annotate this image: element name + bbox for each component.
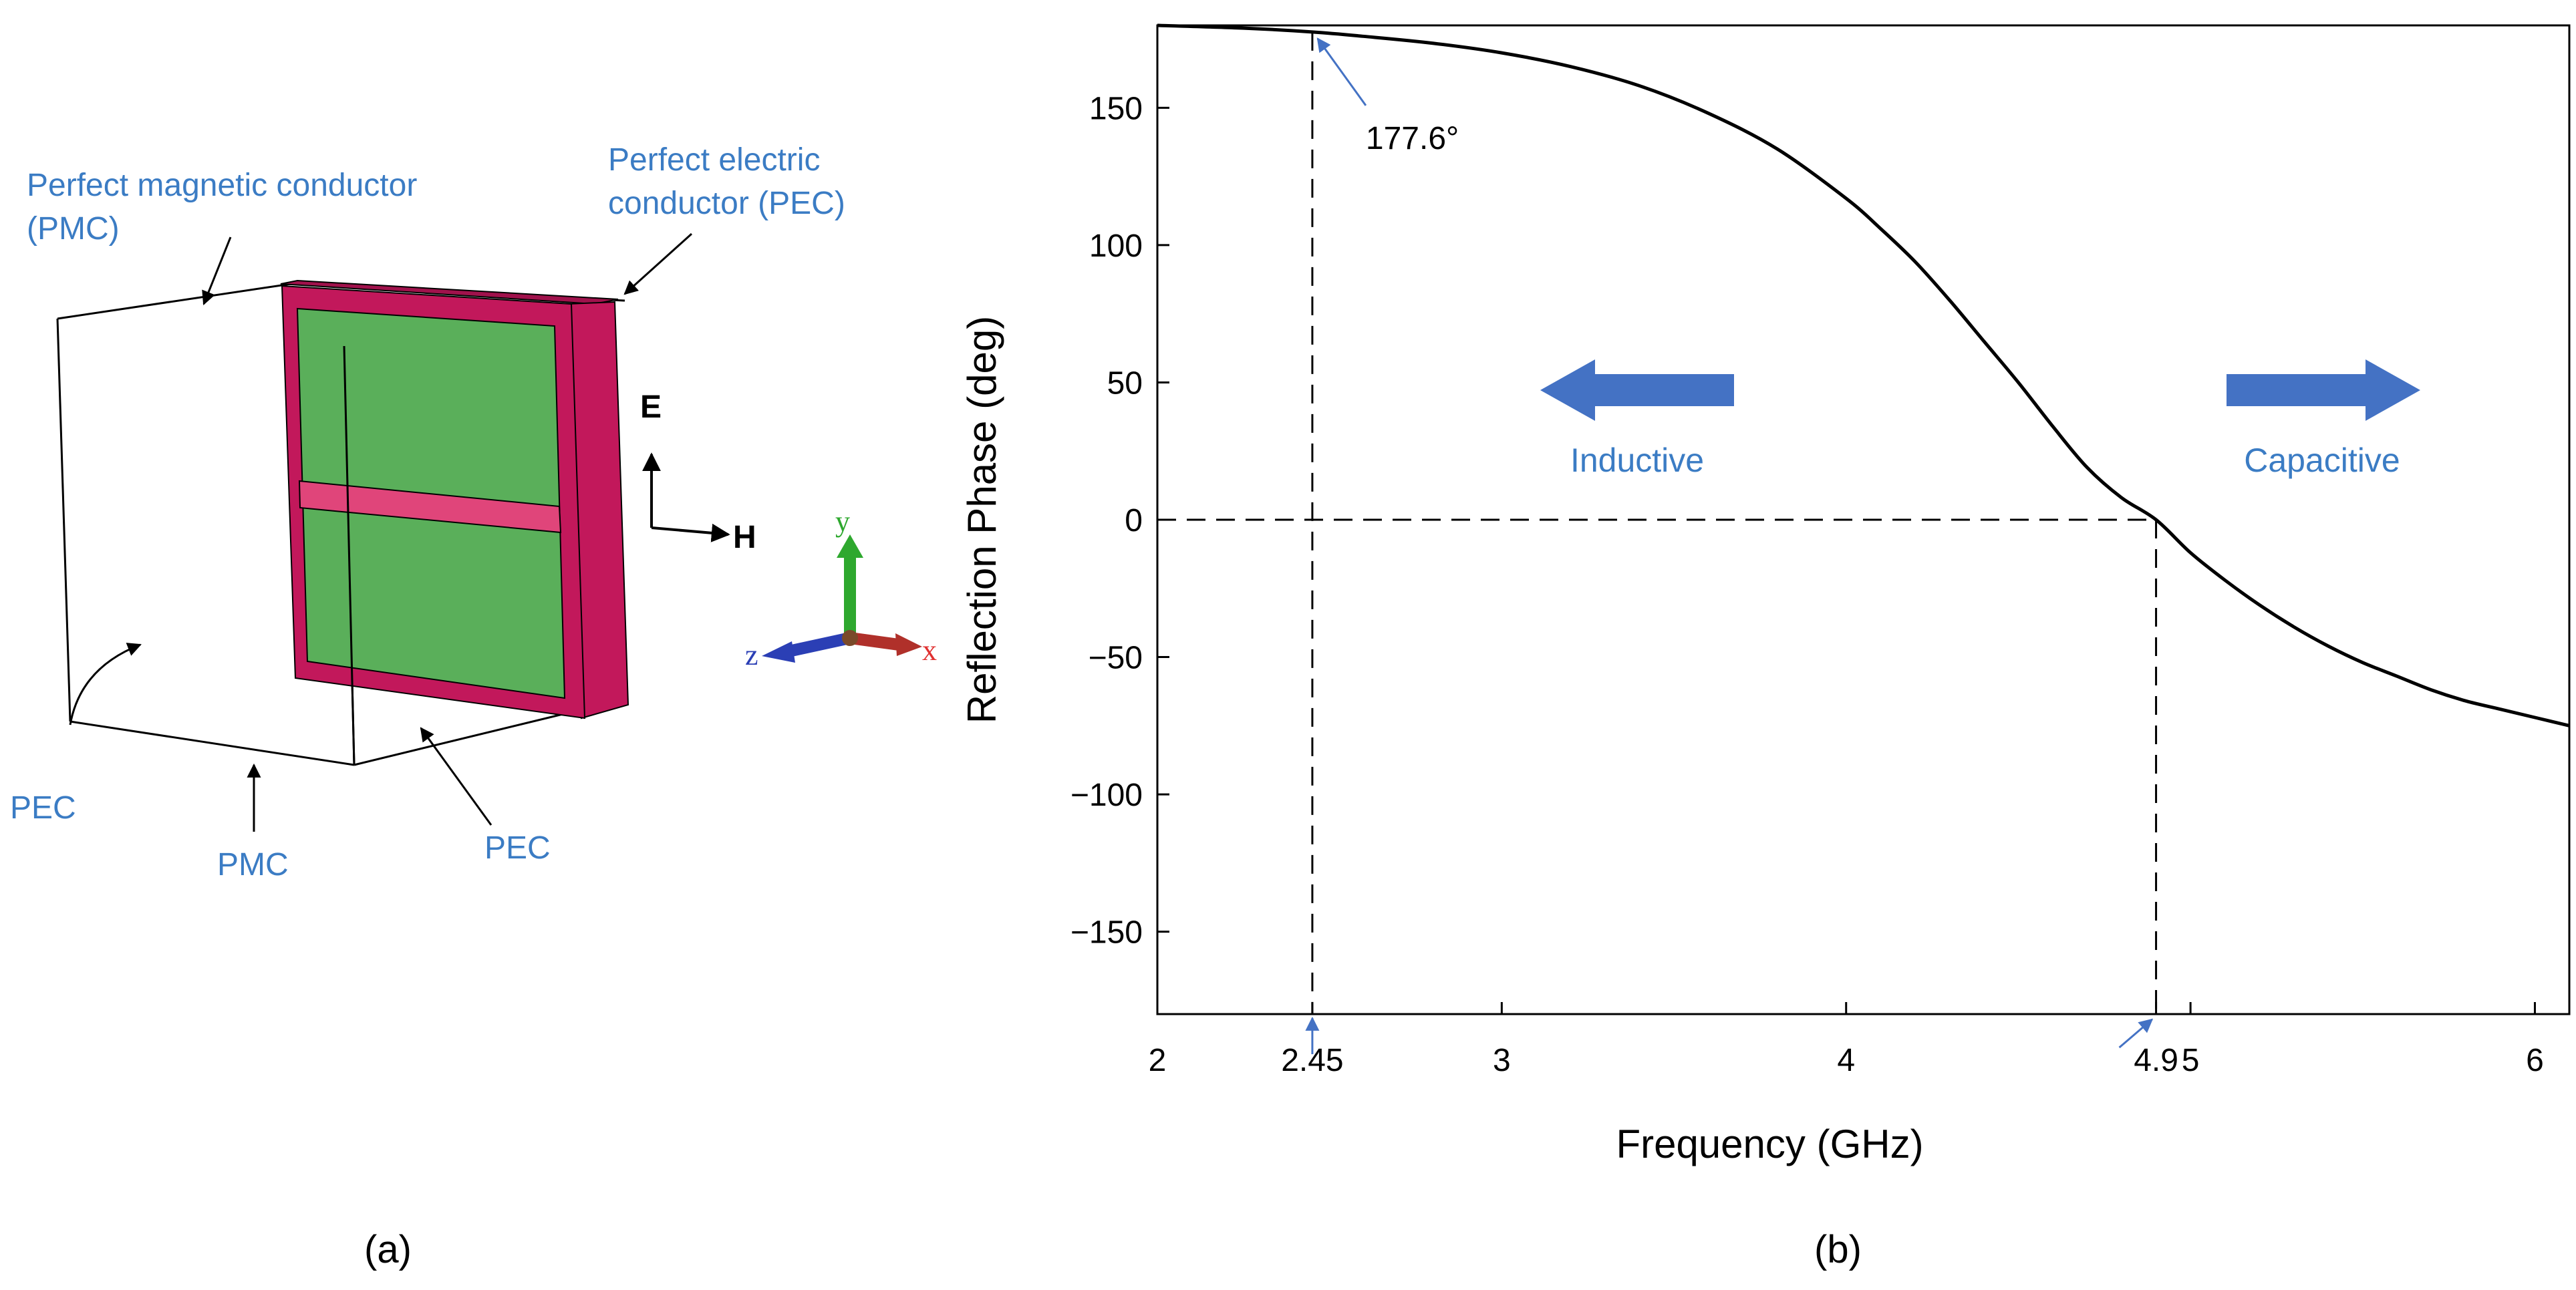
y-tick-label: 0	[1125, 503, 1143, 538]
y-tick-label: −50	[1089, 641, 1143, 676]
label-pmc-bottom: PMC	[217, 847, 289, 882]
x-marker-arrow-4-9	[2118, 1018, 2154, 1049]
x-tick-label: 4	[1837, 1043, 1855, 1078]
label-pmc-top: Perfect magnetic conductor	[27, 168, 417, 203]
y-tick-label: −150	[1070, 915, 1143, 951]
x-tick-label: 4.9	[2134, 1043, 2178, 1078]
label-pmc-top-abbr: (PMC)	[27, 211, 120, 247]
x-tick-label: 6	[2526, 1043, 2544, 1078]
axis-triad: y z x	[745, 505, 937, 671]
x-tick-label: 5	[2182, 1043, 2200, 1078]
label-pec-left: PEC	[10, 790, 76, 826]
label-h-field: H	[733, 520, 756, 555]
caption-a: (a)	[364, 1228, 412, 1271]
axis-y-label: y	[835, 505, 850, 538]
y-axis-title: Reflection Phase (deg)	[960, 316, 1004, 723]
substrate-top	[280, 279, 619, 305]
y-tick-label: 100	[1089, 228, 1143, 264]
unit-cell	[280, 279, 629, 719]
series-line-reflection-phase	[1157, 23, 2570, 728]
capacitive-label: Capacitive	[2244, 442, 2400, 479]
field-orientation: E H	[640, 389, 756, 555]
inductive-arrow	[1540, 359, 1734, 421]
label-pec-bottom: PEC	[484, 830, 551, 866]
panel-a: Perfect magnetic conductor (PMC) Perfect…	[10, 142, 937, 1271]
label-pec-top-line2: conductor (PEC)	[608, 186, 845, 221]
x-tick-label: 3	[1493, 1043, 1511, 1078]
inductive-label: Inductive	[1570, 442, 1704, 479]
strip	[298, 480, 562, 534]
x-axis-title: Frequency (GHz)	[1616, 1122, 1923, 1166]
phase-annotation-arrow	[1316, 37, 1367, 106]
capacitive-arrow	[2227, 359, 2420, 421]
axis-x-label: x	[922, 634, 937, 667]
caption-b: (b)	[1814, 1228, 1862, 1271]
leader-arrows	[69, 232, 693, 832]
y-tick-label: 50	[1107, 365, 1143, 401]
label-pec-top-line1: Perfect electric	[608, 142, 820, 178]
y-tick-label: −100	[1070, 778, 1143, 813]
y-tick-label: 150	[1089, 91, 1143, 126]
label-e-field: E	[640, 389, 662, 425]
axis-z-label: z	[745, 639, 758, 671]
x-tick-label: 2	[1149, 1043, 1167, 1078]
phase-annotation-label: 177.6°	[1366, 121, 1459, 156]
